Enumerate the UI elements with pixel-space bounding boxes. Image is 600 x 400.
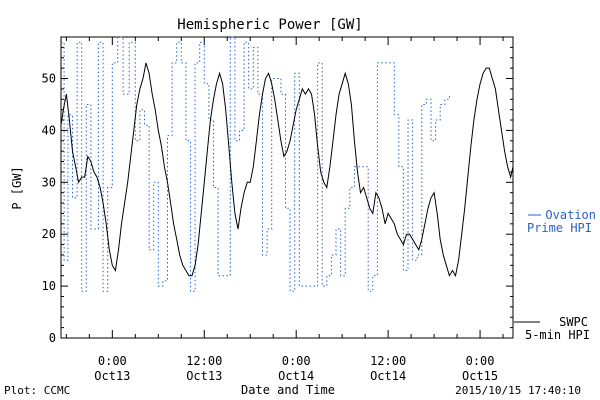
plot-timestamp: 2015/10/15 17:40:10 — [455, 384, 581, 397]
legend-swpc-line1: SWPC — [559, 315, 588, 329]
y-axis: 0 10 20 30 40 50 — [42, 36, 513, 345]
series-line-ovation-prime — [61, 36, 450, 292]
y-tick-label: 10 — [42, 279, 56, 293]
legend-ovation-line1: Ovation — [545, 208, 596, 222]
x-axis: 0:00Oct1312:00Oct130:00Oct1412:00Oct140:… — [65, 37, 504, 383]
y-tick-label: 40 — [42, 123, 56, 137]
x-tick-label-time: 12:00 — [370, 354, 406, 368]
x-tick-label-date: Oct14 — [278, 369, 314, 383]
x-axis-label: Date and Time — [241, 383, 335, 397]
legend-ovation-line2: Prime HPI — [527, 221, 592, 235]
x-tick-label-date: Oct15 — [462, 369, 498, 383]
plot-source-label: Plot: CCMC — [4, 384, 70, 397]
x-tick-label-time: 12:00 — [186, 354, 222, 368]
x-tick-label-time: 0:00 — [98, 354, 127, 368]
x-tick-label-time: 0:00 — [282, 354, 311, 368]
x-tick-label-date: Oct14 — [370, 369, 406, 383]
y-axis-label: P [GW] — [10, 166, 24, 209]
plot-frame — [60, 36, 514, 339]
y-tick-label: 30 — [42, 175, 56, 189]
y-tick-label: 50 — [42, 72, 56, 86]
y-tick-label: 0 — [49, 331, 56, 345]
y-tick-label: 20 — [42, 227, 56, 241]
chart-title: Hemispheric Power [GW] — [177, 17, 362, 33]
series-line-swpc — [60, 62, 514, 278]
series-layer — [60, 36, 514, 292]
x-tick-label-date: Oct13 — [94, 369, 130, 383]
legend-swpc-line2: 5-min HPI — [525, 328, 590, 342]
x-tick-label-time: 0:00 — [466, 354, 495, 368]
x-tick-label-date: Oct13 — [186, 369, 222, 383]
